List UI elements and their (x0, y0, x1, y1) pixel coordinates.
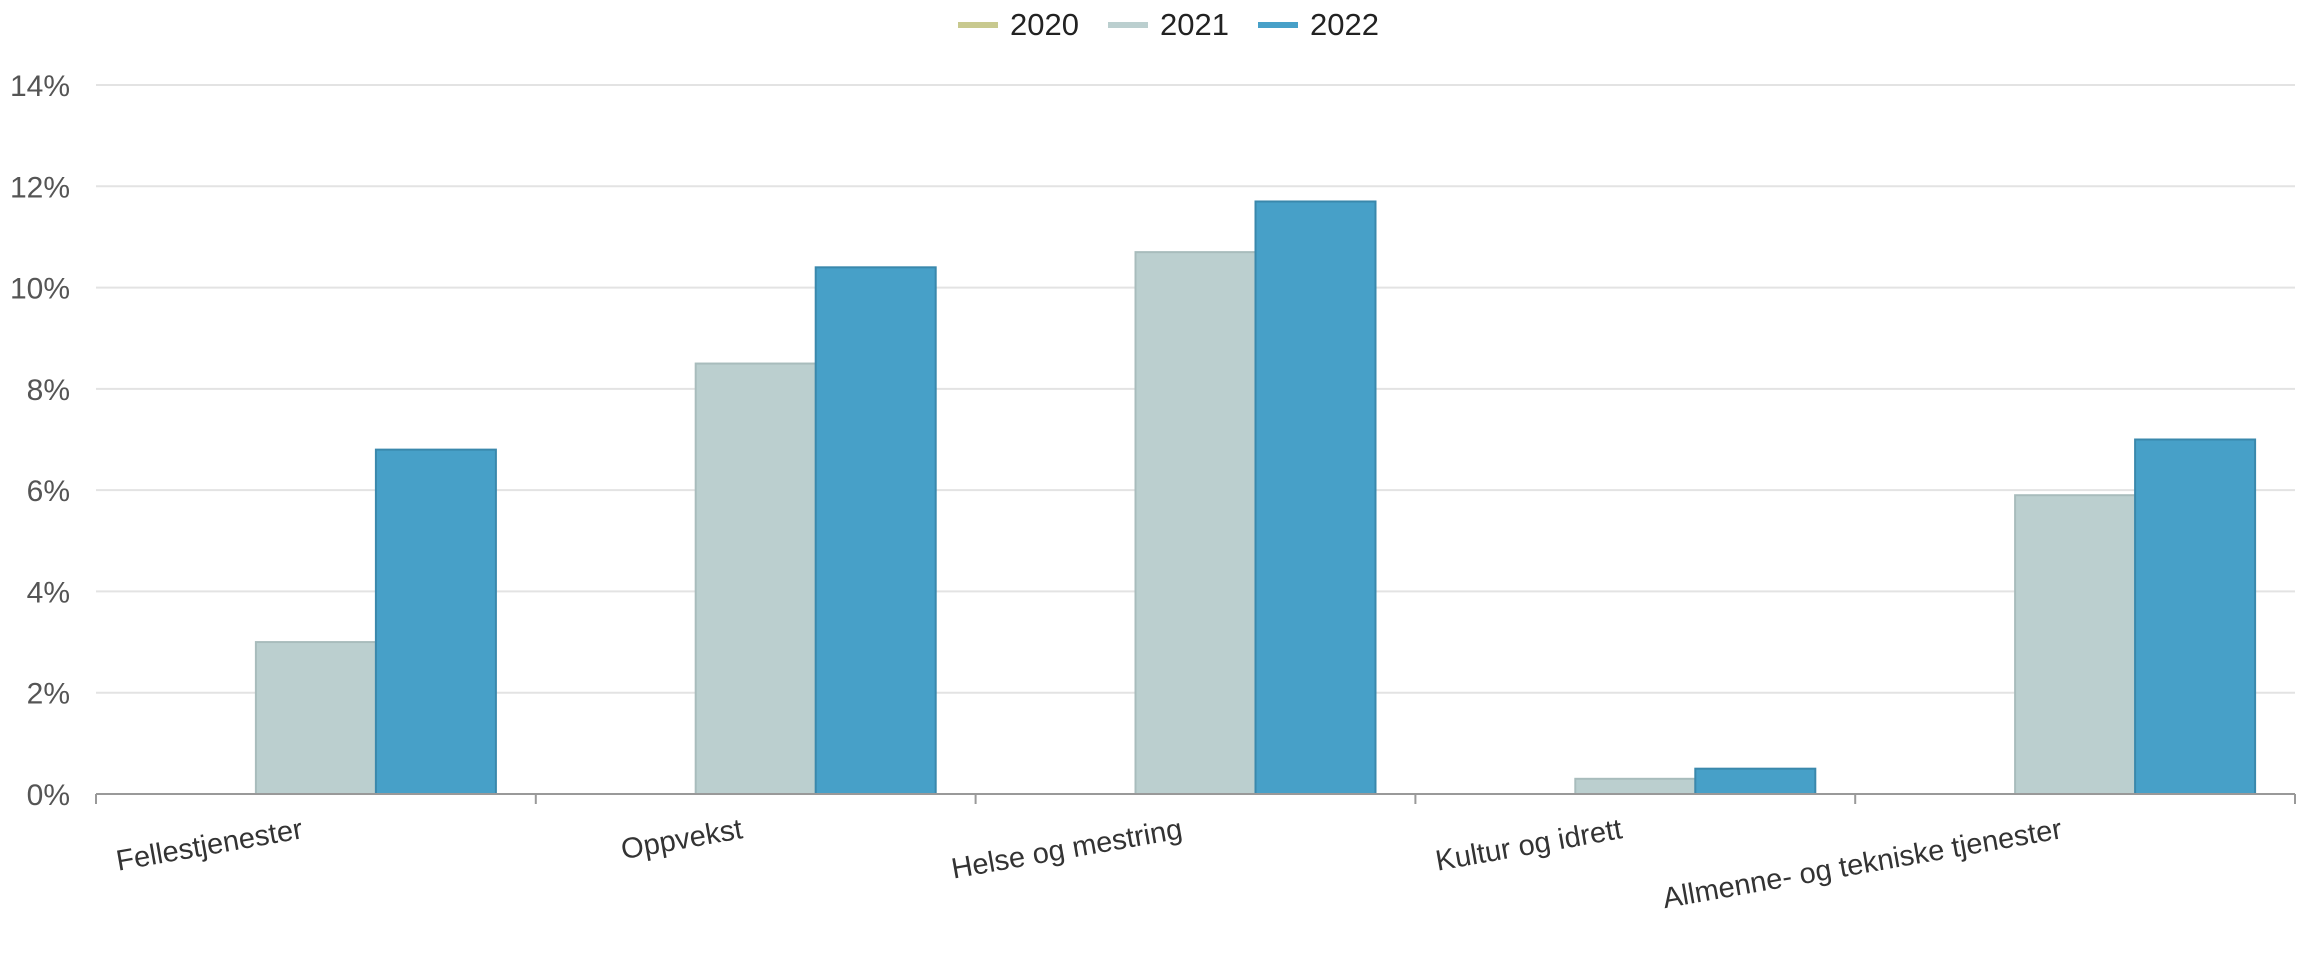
y-tick-label: 0% (27, 779, 70, 812)
legend-label-2021: 2021 (1160, 7, 1229, 42)
y-tick-label: 4% (27, 576, 70, 609)
y-tick-label: 6% (27, 475, 70, 508)
x-axis: Fellestjenester Oppvekst Helse og mestring… (95, 793, 2296, 915)
x-category-label: Fellestjenester (114, 813, 306, 877)
bar-2021-0 (254, 641, 377, 795)
legend: 2020 2021 2022 (958, 7, 1379, 42)
bar-2021-2 (1134, 251, 1257, 796)
bar-2022-4 (2134, 438, 2257, 795)
y-tick-label: 8% (27, 374, 70, 407)
legend-swatch-2021 (1108, 22, 1148, 28)
bar-2021-3 (1574, 777, 1697, 795)
x-category-label: Allmenne- og tekniske tjenester (1660, 813, 2064, 915)
bars (254, 200, 2257, 796)
y-axis: 0% 2% 4% 6% 8% 10% 12% 14% (10, 70, 70, 812)
y-tick-label: 14% (10, 70, 70, 103)
bar-2022-0 (374, 448, 497, 795)
bar-2021-4 (2014, 494, 2137, 795)
y-tick-label: 12% (10, 171, 70, 204)
x-category-label: Oppvekst (619, 813, 745, 866)
legend-swatch-2022 (1258, 22, 1298, 28)
x-category-label: Kultur og idrett (1433, 813, 1624, 877)
bar-2021-1 (694, 362, 817, 795)
bar-2022-1 (814, 266, 937, 796)
legend-swatch-2020 (958, 22, 998, 28)
legend-label-2022: 2022 (1310, 7, 1379, 42)
y-tick-label: 2% (27, 678, 70, 711)
y-tick-label: 10% (10, 273, 70, 306)
bar-2022-2 (1254, 200, 1377, 795)
legend-label-2020: 2020 (1010, 7, 1079, 42)
bar-2022-3 (1694, 767, 1817, 796)
x-category-label: Helse og mestring (949, 813, 1185, 885)
